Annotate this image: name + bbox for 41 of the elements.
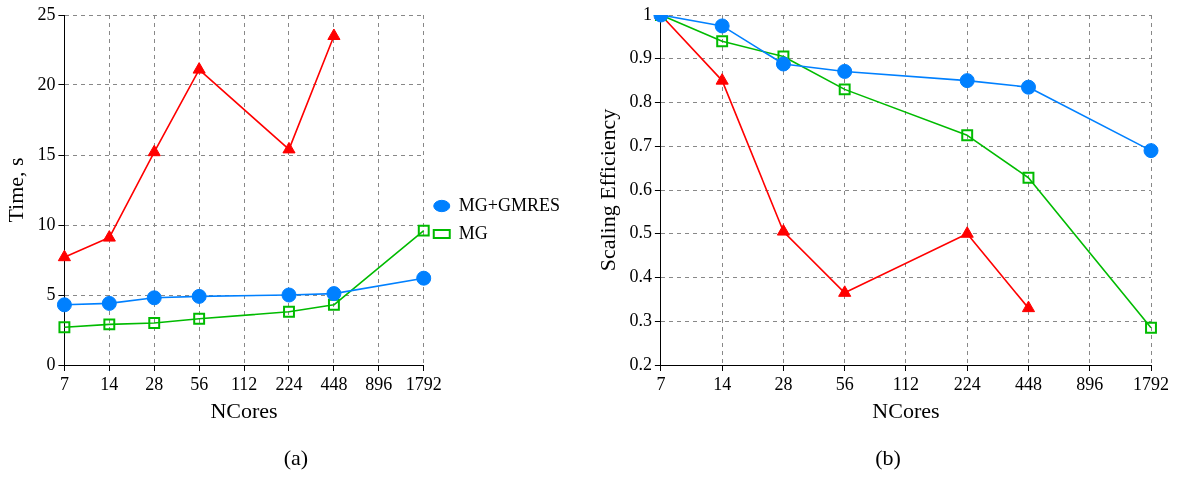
y-tick-label: 0.8 (629, 91, 652, 112)
y-tick-label: 0.4 (629, 266, 652, 287)
x-tick-label: 896 (365, 373, 393, 394)
x-tick-label: 14 (713, 373, 732, 394)
x-tick-label: 1792 (405, 373, 442, 394)
x-tick-label: 14 (100, 373, 119, 394)
y-tick-label: 0 (46, 353, 56, 374)
y-tick-label: 0.5 (629, 222, 652, 243)
x-tick-label: 7 (59, 373, 69, 394)
x-tick-label: 1792 (1133, 373, 1169, 394)
y-tick-label: 15 (37, 143, 56, 164)
x-axis-title: NCores (872, 397, 940, 423)
y-tick-label: 1 (642, 3, 652, 24)
x-tick-label: 28 (774, 373, 793, 394)
y-tick-label: 0.3 (629, 309, 652, 330)
y-tick-label: 0.9 (629, 47, 652, 68)
text: (a) (282, 445, 310, 471)
x-tick-label: 448 (1014, 373, 1042, 394)
x-tick-label: 224 (275, 373, 303, 394)
y-tick-label: 5 (46, 283, 56, 304)
x-tick-label: 28 (145, 373, 164, 394)
y-tick-label: 10 (37, 213, 56, 234)
text: (b) (874, 445, 902, 471)
legend-label: MG (458, 222, 488, 243)
legend-label: MG+GMRES (458, 194, 560, 215)
x-tick-label: 112 (230, 373, 258, 394)
x-tick-label: 896 (1076, 373, 1104, 394)
y-tick-label: 20 (37, 73, 56, 94)
x-tick-label: 224 (953, 373, 981, 394)
x-tick-label: 7 (656, 373, 666, 394)
y-axis-title: Scaling Efficiency (594, 108, 620, 272)
y-tick-label: 0.2 (629, 353, 652, 374)
x-tick-label: 56 (190, 373, 209, 394)
x-tick-label: 448 (320, 373, 348, 394)
y-axis-title: Time, s (2, 157, 28, 223)
y-tick-label: 0.6 (629, 178, 652, 199)
x-tick-label: 112 (892, 373, 920, 394)
x-axis-title: NCores (210, 397, 278, 423)
y-tick-label: 25 (37, 3, 56, 24)
y-tick-label: 0.7 (629, 134, 652, 155)
x-tick-label: 56 (835, 373, 854, 394)
